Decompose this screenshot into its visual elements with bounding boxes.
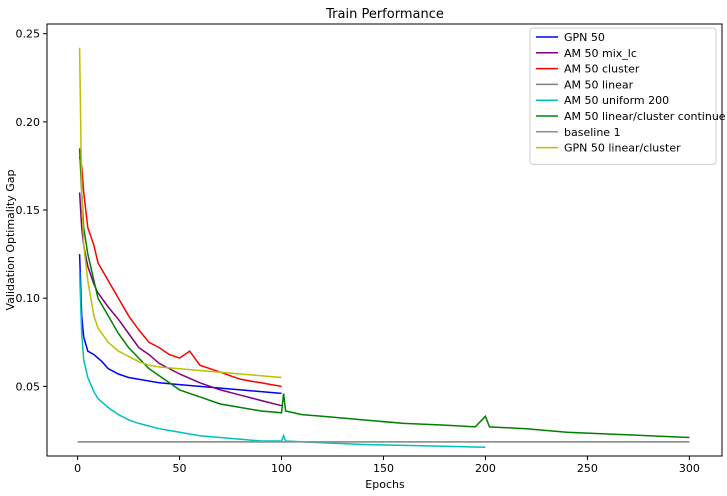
legend-label: AM 50 linear/cluster continue [564,110,726,123]
y-tick-label: 0.20 [16,116,41,129]
y-axis: 0.05 0.10 0.15 0.20 0.25 [16,28,47,393]
legend-label: AM 50 uniform 200 [564,94,669,107]
legend-label: GPN 50 linear/cluster [564,142,681,155]
y-tick-label: 0.25 [16,28,41,41]
y-tick-label: 0.05 [16,380,41,393]
x-tick-label: 50 [173,462,187,475]
series-line-7 [78,47,282,379]
series-line-1 [78,192,282,407]
x-tick-label: 300 [679,462,700,475]
series-line-2 [78,156,282,388]
x-axis-label: Epochs [365,478,405,491]
y-axis-label: Validation Optimality Gap [4,170,17,311]
x-tick-label: 0 [74,462,81,475]
legend-box [529,27,717,165]
legend-label: AM 50 cluster [564,63,640,76]
x-tick-label: 150 [373,462,394,475]
y-tick-label: 0.10 [16,292,41,305]
chart-title: Train Performance [325,7,444,22]
x-tick-label: 100 [271,462,292,475]
x-tick-label: 200 [475,462,496,475]
legend-label: baseline 1 [564,126,621,139]
series-layer [77,47,690,448]
legend: GPN 50 AM 50 mix_lc AM 50 cluster AM 50 lin… [529,27,726,165]
legend-label: GPN 50 [564,31,605,44]
legend-label: AM 50 mix_lc [564,47,637,60]
plot-frame [46,23,723,457]
legend-label: AM 50 linear [564,78,634,91]
series-line-4 [78,271,486,448]
series-line-0 [78,254,282,395]
x-tick-label: 250 [577,462,598,475]
y-tick-label: 0.15 [16,204,41,217]
x-axis: 0 50 100 150 200 250 300 [74,456,700,475]
series-line-5 [78,148,690,439]
